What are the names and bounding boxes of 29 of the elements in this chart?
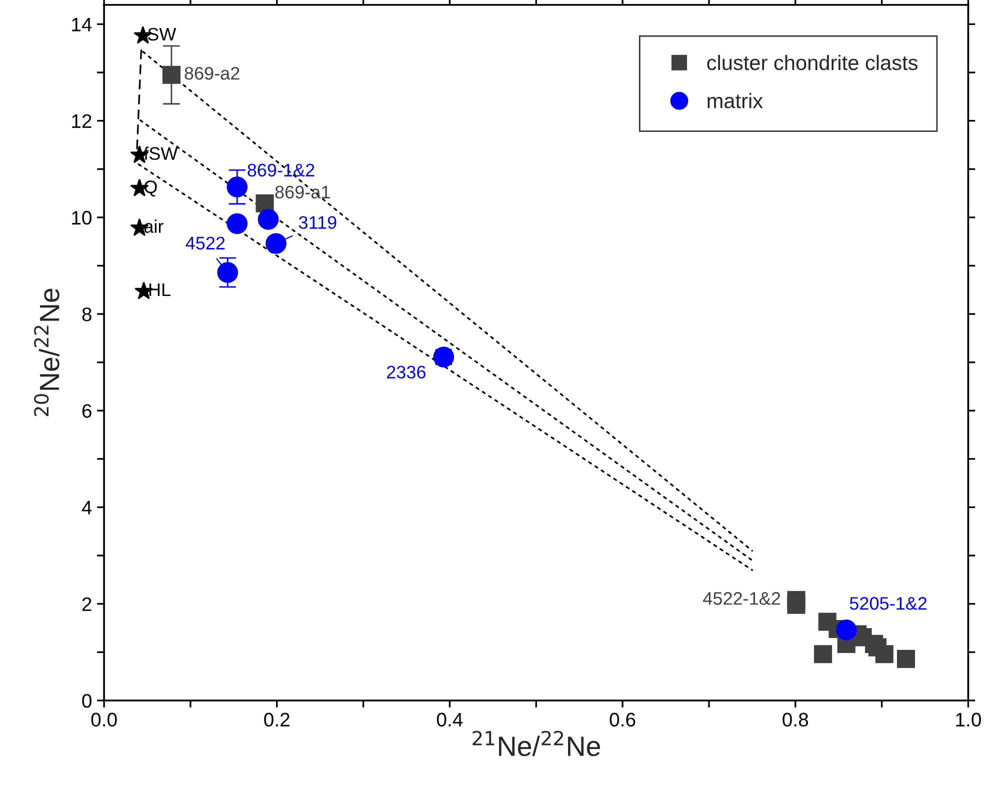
annotation: fSW (144, 146, 178, 160)
annotation: 5205-1&2 (850, 597, 927, 610)
x-axis-title: $^{21}$Ne/$^{22}$Ne (472, 730, 600, 756)
x-tick-label: 0.8 (782, 712, 808, 727)
y-tick-label: 0 (82, 694, 92, 708)
y-tick-label: 4 (82, 500, 92, 514)
annotation: 2336 (386, 366, 426, 379)
annotation: 869-1&2 (248, 164, 314, 177)
legend-label: cluster chondrite clasts (707, 54, 918, 70)
annotation: SW (148, 28, 176, 41)
y-tick-label: 6 (82, 404, 92, 418)
annotation: 3119 (298, 216, 336, 229)
y-tick-label: 14 (72, 18, 92, 32)
x-tick-label: 0.4 (436, 712, 463, 727)
x-tick-label: 0.6 (610, 712, 636, 727)
annotation: 4522-1&2 (703, 592, 780, 605)
x-tick-label: 1.0 (956, 712, 981, 727)
y-tick-label: 2 (82, 597, 92, 611)
y-tick-label: 8 (82, 307, 92, 322)
x-tick-label: 0.2 (264, 712, 290, 727)
legend-label: matrix (708, 93, 763, 108)
annotation: air (144, 220, 164, 233)
annotation: 4522 (186, 236, 225, 250)
y-tick-label: 10 (72, 210, 92, 225)
annotation: 869-a2 (184, 66, 240, 80)
y-tick-label: 12 (72, 114, 92, 128)
annotation: 869-a1 (275, 186, 330, 199)
y-axis-title: $^{20}$Ne/$^{22}$Ne (34, 288, 60, 416)
x-tick-label: 0.0 (91, 712, 117, 727)
